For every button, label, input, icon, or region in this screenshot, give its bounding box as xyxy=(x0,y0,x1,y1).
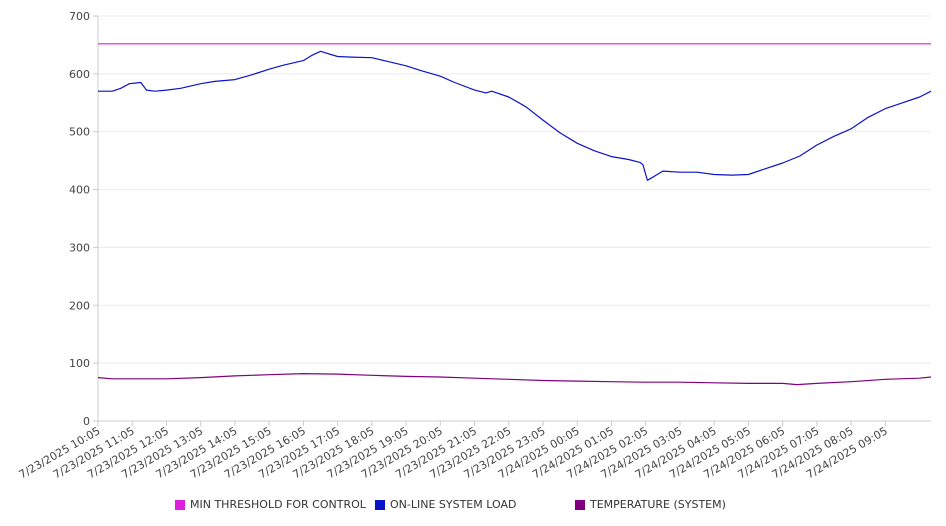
y-axis-tick-labels: 0 100 200 300 400 500 600 700 xyxy=(69,10,90,428)
legend-label-system-load: ON-LINE SYSTEM LOAD xyxy=(390,498,517,511)
plot-area xyxy=(97,43,932,386)
chart-legend: MIN THRESHOLD FOR CONTROL ON-LINE SYSTEM… xyxy=(0,498,946,514)
legend-label-min-threshold: MIN THRESHOLD FOR CONTROL xyxy=(190,498,366,511)
legend-item-temperature[interactable]: TEMPERATURE (SYSTEM) xyxy=(575,498,726,511)
legend-item-min-threshold[interactable]: MIN THRESHOLD FOR CONTROL xyxy=(175,498,366,511)
legend-swatch-system-load xyxy=(375,499,385,510)
axes xyxy=(93,15,931,426)
y-tick-label: 600 xyxy=(69,68,90,81)
y-tick-label: 200 xyxy=(69,299,90,312)
gridlines xyxy=(98,15,931,364)
series-line-system-load xyxy=(98,50,932,181)
series-line-temperature xyxy=(97,373,932,386)
y-tick-label: 500 xyxy=(69,126,90,139)
y-tick-label: 100 xyxy=(69,357,90,370)
y-tick-label: 0 xyxy=(83,415,90,428)
x-axis-tick-labels: 7/23/2025 10:057/23/2025 11:057/23/2025 … xyxy=(17,424,890,481)
legend-swatch-min-threshold xyxy=(175,499,185,510)
legend-label-temperature: TEMPERATURE (SYSTEM) xyxy=(590,498,726,511)
y-tick-label: 300 xyxy=(69,241,90,254)
y-tick-label: 700 xyxy=(69,10,90,23)
legend-swatch-temperature xyxy=(575,499,585,510)
y-tick-label: 400 xyxy=(69,184,90,197)
legend-item-system-load[interactable]: ON-LINE SYSTEM LOAD xyxy=(375,498,516,511)
